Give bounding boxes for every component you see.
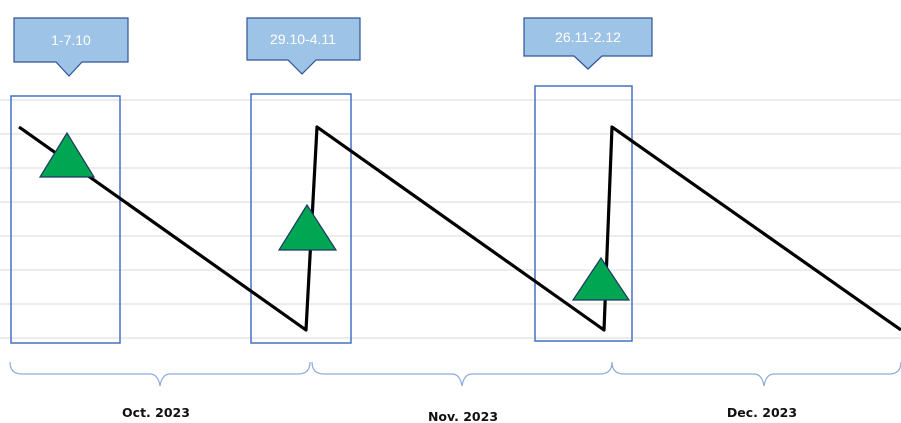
triangle-marker-icon [38,131,96,178]
triangle-marker-icon [571,256,631,301]
window-box-2 [250,93,352,344]
month-brace-nov [311,361,613,387]
window-box-3 [534,85,633,342]
window-box-1 [10,95,121,344]
callout-label: 1-7.10 [51,32,91,48]
gridlines [0,99,901,339]
windows [10,85,633,344]
month-label-nov: Nov. 2023 [428,409,498,423]
sawtooth-line [18,125,901,332]
callout-label: 26.11-2.12 [555,29,621,45]
callout-shape [13,17,129,77]
callout-shape [523,17,653,70]
callout-2: 29.10-4.11 [246,17,361,75]
callout-shape [246,17,361,75]
month-label-dec: Dec. 2023 [727,405,797,420]
month-brace-dec [611,361,901,387]
month-brace-oct [9,361,311,387]
month-label-oct: Oct. 2023 [122,405,190,420]
callout-label: 29.10-4.11 [270,31,336,47]
callout-3: 26.11-2.12 [523,17,653,70]
markers [38,131,631,301]
callout-1: 1-7.10 [13,17,129,77]
triangle-marker-icon [277,203,338,251]
month-braces [9,361,901,387]
